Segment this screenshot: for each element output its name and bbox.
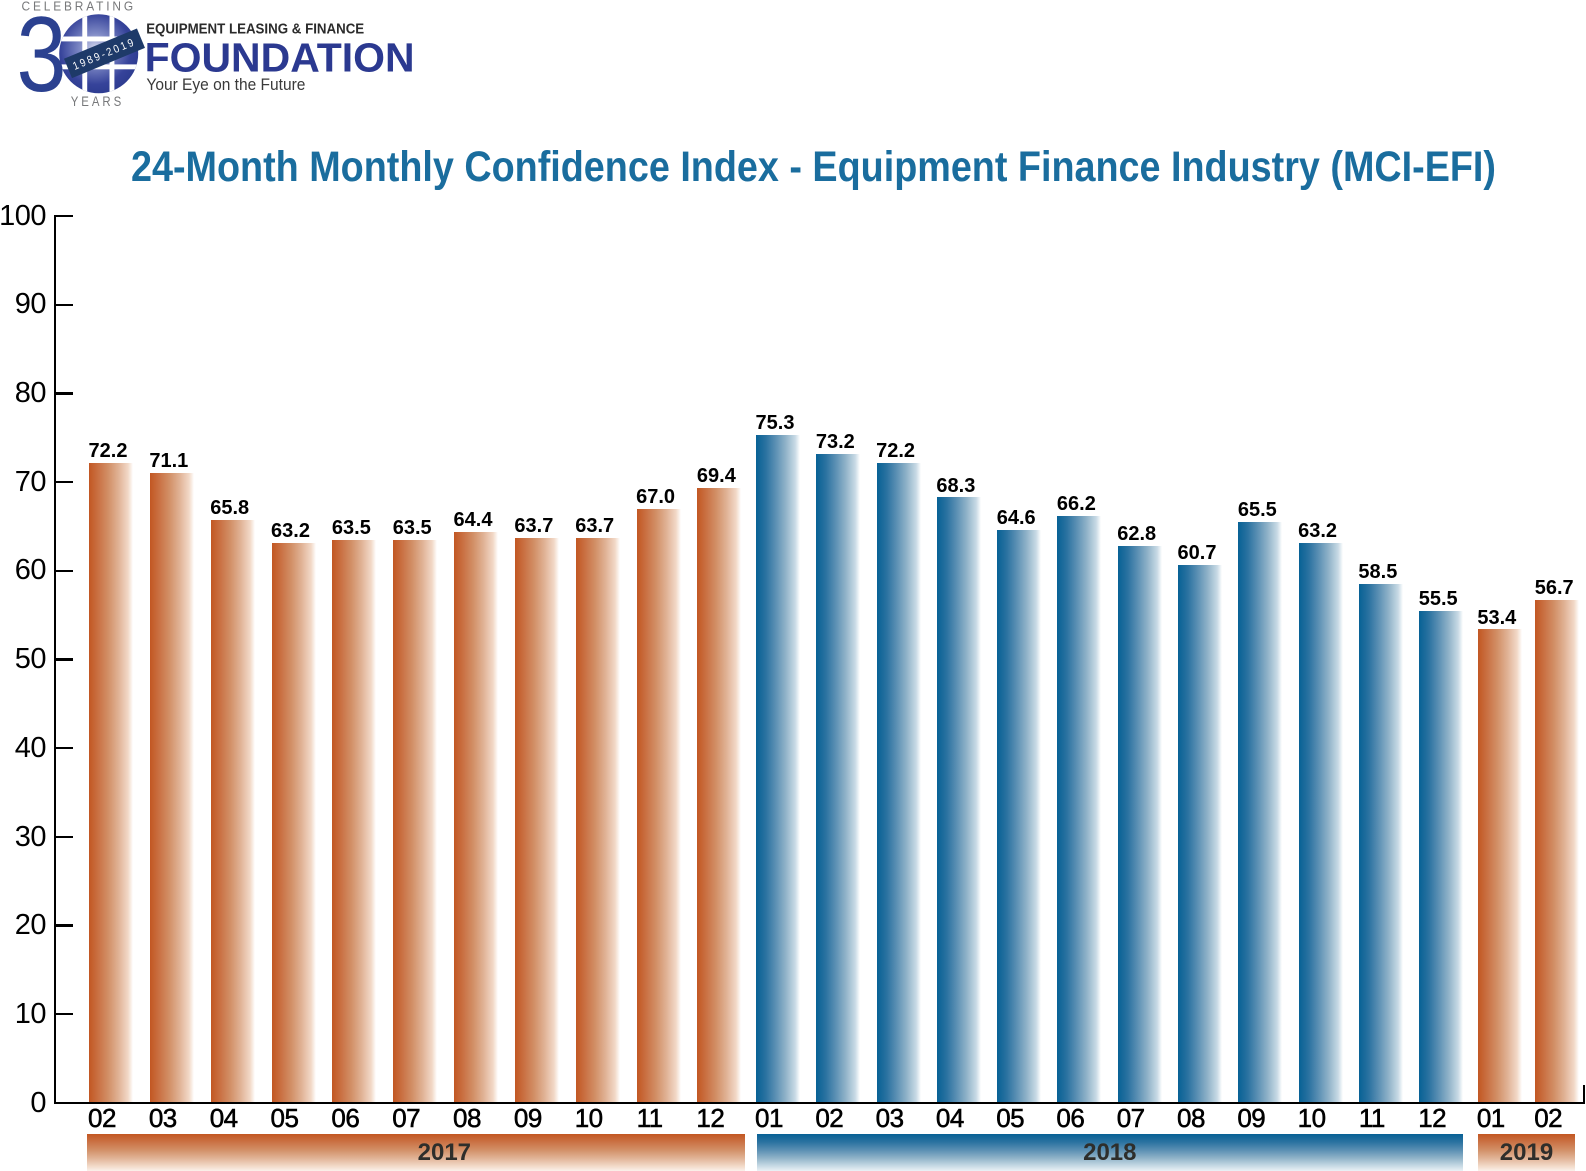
svg-text:Your Eye on the Future: Your Eye on the Future (146, 76, 305, 94)
svg-text:YEARS: YEARS (71, 94, 125, 109)
svg-text:3: 3 (17, 0, 67, 114)
svg-text:CELEBRATING: CELEBRATING (22, 0, 137, 14)
svg-text:24-Month Monthly Confidence In: 24-Month Monthly Confidence Index - Equi… (131, 143, 1496, 191)
svg-text:FOUNDATION: FOUNDATION (145, 35, 415, 81)
svg-text:EQUIPMENT LEASING & FINANCE: EQUIPMENT LEASING & FINANCE (146, 21, 364, 37)
